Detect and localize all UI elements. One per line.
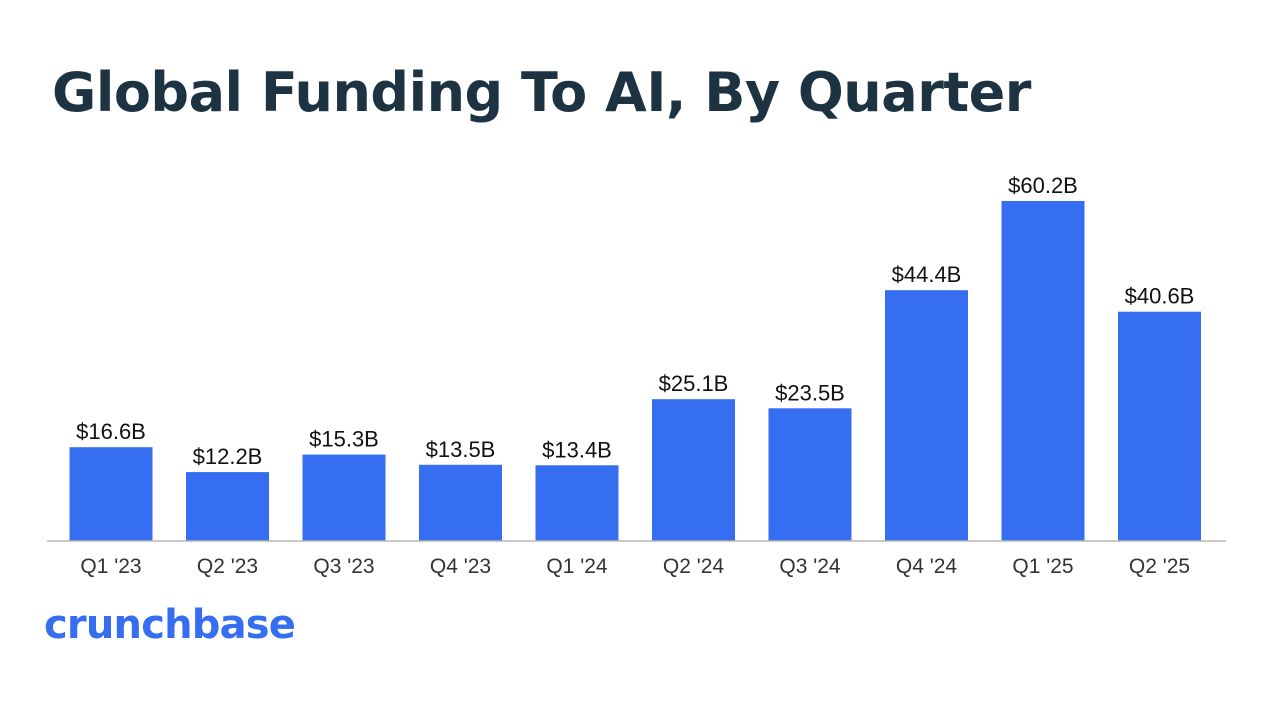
data-label: $60.2B	[1008, 173, 1078, 198]
x-tick-labels: Q1 '23 Q2 '23 Q3 '23 Q4 '23 Q1 '24 Q2 '24 Q3 '…	[80, 555, 1190, 578]
bar	[186, 472, 269, 541]
x-tick-label: Q4 '23	[430, 555, 491, 578]
x-tick-label: Q4 '24	[896, 555, 958, 578]
bar	[885, 290, 968, 541]
bar	[535, 465, 619, 541]
x-tick-label: Q3 '24	[779, 555, 841, 578]
bar	[1001, 201, 1085, 541]
data-label: $15.3B	[309, 427, 379, 452]
bar	[302, 454, 386, 541]
data-label: $13.4B	[542, 437, 612, 462]
x-tick-label: Q3 '23	[313, 555, 374, 578]
x-tick-label: Q1 '24	[546, 555, 608, 578]
bars-layer: $16.6B $12.2B $15.3B $13.5B $13.4B $25.1B $23.…	[69, 173, 1201, 541]
data-label: $25.1B	[659, 371, 729, 396]
x-tick-label: Q2 '24	[663, 555, 725, 578]
bar	[768, 408, 852, 541]
data-label: $23.5B	[775, 380, 845, 405]
bar	[652, 399, 735, 541]
bar	[69, 447, 153, 541]
data-label: $40.6B	[1125, 284, 1195, 309]
data-label: $16.6B	[76, 419, 146, 444]
chart-title: Global Funding To AI, By Quarter	[52, 61, 1031, 124]
x-tick-label: Q1 '25	[1012, 555, 1073, 578]
bar	[1118, 311, 1201, 541]
x-tick-label: Q2 '25	[1129, 555, 1190, 578]
data-label: $12.2B	[193, 444, 263, 469]
x-tick-label: Q1 '23	[80, 555, 141, 578]
data-label: $44.4B	[892, 262, 962, 287]
bar	[419, 464, 502, 541]
crunchbase-logo: crunchbase	[44, 602, 296, 648]
x-tick-label: Q2 '23	[197, 555, 258, 578]
data-label: $13.5B	[426, 437, 496, 462]
